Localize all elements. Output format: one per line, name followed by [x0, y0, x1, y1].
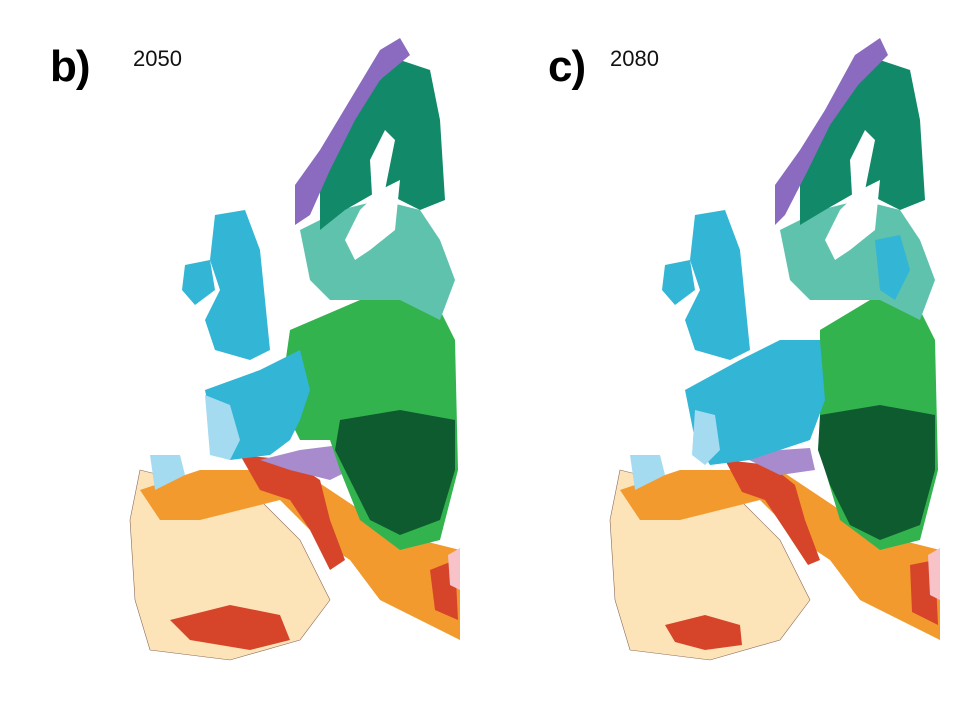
iberia-light-patch	[630, 455, 665, 490]
atlantic-light-region	[205, 395, 240, 460]
gulf-of-bothnia	[850, 130, 875, 195]
boreal-purple-region	[295, 38, 410, 225]
alpine-lavender-region	[260, 445, 350, 480]
panel-year: 2080	[610, 46, 659, 71]
map-panel-2050: b) 2050	[50, 38, 460, 661]
map-layers	[129, 38, 460, 661]
ireland-region	[662, 260, 695, 305]
map-layers	[609, 38, 940, 661]
pink-patch	[928, 548, 940, 600]
baltic-sea	[345, 180, 400, 260]
mediterranean-orange-region	[620, 470, 940, 640]
europe-map-2050	[129, 38, 460, 661]
mediterranean-red-patch	[725, 460, 820, 565]
ireland-region	[182, 260, 215, 305]
pink-patch	[448, 548, 460, 590]
mediterranean-red-patch	[240, 455, 345, 570]
north-africa-red-patch	[170, 605, 290, 650]
boreal-purple-region	[775, 38, 888, 225]
europe-map-2080	[609, 38, 940, 661]
british-isles-region	[685, 210, 750, 360]
north-africa-red-patch	[665, 615, 742, 650]
steppe-dark-region	[335, 410, 455, 535]
panel-label: b)	[50, 42, 91, 91]
mediterranean-orange-region	[140, 470, 460, 640]
british-isles-region	[205, 210, 270, 360]
atlantic-blue-region	[685, 340, 825, 465]
map-panel-2080: c) 2080	[480, 0, 960, 720]
panel-label: c)	[548, 42, 586, 91]
steppe-dark-region	[818, 405, 935, 540]
gulf-of-bothnia	[370, 130, 395, 195]
panel-year: 2050	[133, 46, 182, 71]
blue-east-patch	[875, 235, 910, 300]
iberia-light-patch	[150, 455, 185, 490]
baltic-sea	[825, 180, 880, 260]
atlantic-light-region	[692, 410, 720, 465]
mixed-teal-region	[300, 200, 455, 320]
